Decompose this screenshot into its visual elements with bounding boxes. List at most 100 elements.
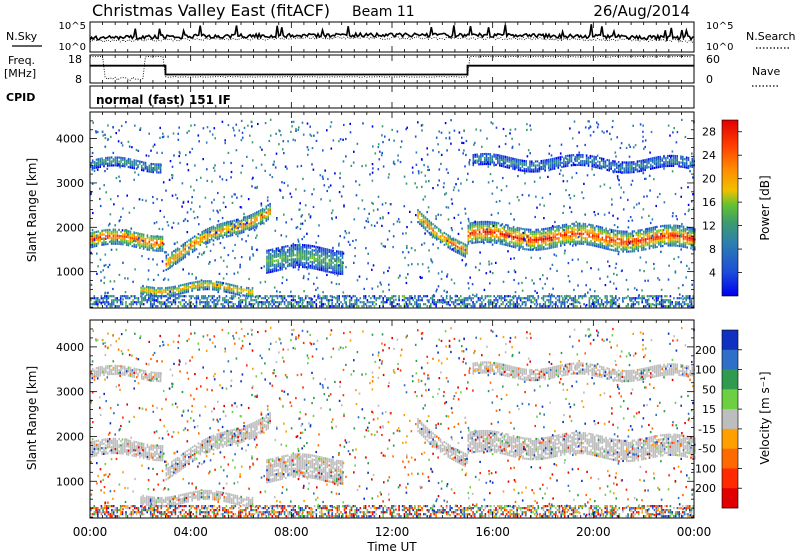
power-cell [218, 229, 220, 232]
power-cell [599, 297, 601, 300]
power-cell [574, 297, 577, 300]
power-cell [463, 301, 466, 304]
power-cell [551, 305, 554, 308]
power-cell [146, 170, 149, 173]
power-cell [565, 161, 567, 164]
power-cell [510, 212, 512, 215]
power-cell [288, 252, 291, 255]
power-cell [481, 145, 483, 148]
power-cell [380, 295, 383, 298]
power-cell [204, 288, 207, 291]
power-cell [661, 238, 664, 242]
power-cell [667, 230, 670, 233]
power-cell [441, 238, 444, 241]
power-cell [626, 230, 628, 233]
power-cell [118, 240, 120, 243]
power-cell [363, 301, 365, 304]
power-cell [334, 267, 336, 271]
power-cell [152, 201, 155, 204]
power-cell [678, 235, 681, 238]
power-cell [600, 301, 603, 304]
power-cell [554, 233, 556, 236]
power-cell [582, 236, 585, 239]
power-cell [242, 230, 245, 234]
power-cell [330, 257, 332, 260]
power-cell [669, 242, 672, 245]
power-cell [171, 255, 173, 258]
power-cell [134, 268, 136, 271]
power-cell [373, 224, 376, 227]
power-cell [542, 159, 544, 162]
power-cell [493, 227, 496, 230]
power-cell [121, 144, 124, 147]
power-cell [156, 169, 158, 172]
power-cell [454, 248, 457, 251]
power-cell [271, 176, 274, 179]
power-cell [183, 295, 185, 298]
power-cell [498, 200, 501, 203]
power-cell [541, 232, 543, 235]
power-cell [266, 257, 268, 260]
power-cell [317, 252, 319, 255]
power-cell [480, 163, 482, 166]
power-cell [516, 236, 519, 239]
power-cell [382, 303, 384, 306]
power-cell [292, 264, 295, 267]
power-cell [575, 228, 577, 231]
power-cell [678, 231, 681, 234]
power-cell [646, 295, 649, 298]
power-cell [95, 166, 98, 169]
nsky-label: N.Sky [6, 30, 38, 43]
power-cell [690, 299, 693, 302]
power-cell [144, 296, 146, 299]
power-cell [654, 236, 656, 239]
power-cell [146, 248, 149, 251]
power-cell [168, 290, 171, 293]
power-cell [174, 254, 177, 257]
power-cell [99, 163, 101, 166]
power-cell [476, 161, 478, 164]
power-cell [464, 243, 466, 246]
power-cell [220, 303, 222, 306]
power-cell [635, 247, 638, 251]
power-cell [328, 254, 331, 257]
power-cell [644, 301, 647, 304]
power-cell [637, 303, 640, 306]
power-cell [415, 305, 418, 308]
power-cell [637, 233, 639, 236]
power-cell [240, 292, 242, 295]
power-cell [469, 240, 471, 243]
power-cell [582, 160, 584, 163]
power-cell [131, 233, 134, 236]
power-cell [156, 249, 158, 252]
power-cell [97, 242, 100, 245]
power-cell [505, 185, 508, 188]
power-cell [533, 299, 536, 302]
power-cell [193, 281, 195, 284]
power-cell [124, 233, 126, 236]
power-cell [685, 156, 688, 159]
power-cell [137, 244, 139, 247]
power-cell [495, 155, 497, 158]
power-cell [627, 295, 629, 298]
power-cell [267, 305, 270, 308]
power-cell [580, 238, 583, 241]
power-cell [661, 244, 664, 248]
power-cell [101, 163, 103, 166]
power-cell [294, 254, 297, 257]
power-cell [646, 235, 649, 238]
power-cell [507, 270, 510, 273]
power-cell [489, 157, 492, 160]
power-cell [387, 298, 390, 301]
power-cell [184, 252, 186, 255]
power-cell [672, 131, 674, 134]
power-cell [587, 162, 590, 165]
power-cell [307, 246, 310, 249]
power-cell [614, 160, 616, 163]
power-cell [248, 301, 251, 304]
power-cell [668, 264, 670, 267]
power-cell [407, 299, 409, 302]
power-cell [482, 228, 485, 231]
power-cell [685, 299, 687, 302]
power-cell [531, 164, 533, 167]
